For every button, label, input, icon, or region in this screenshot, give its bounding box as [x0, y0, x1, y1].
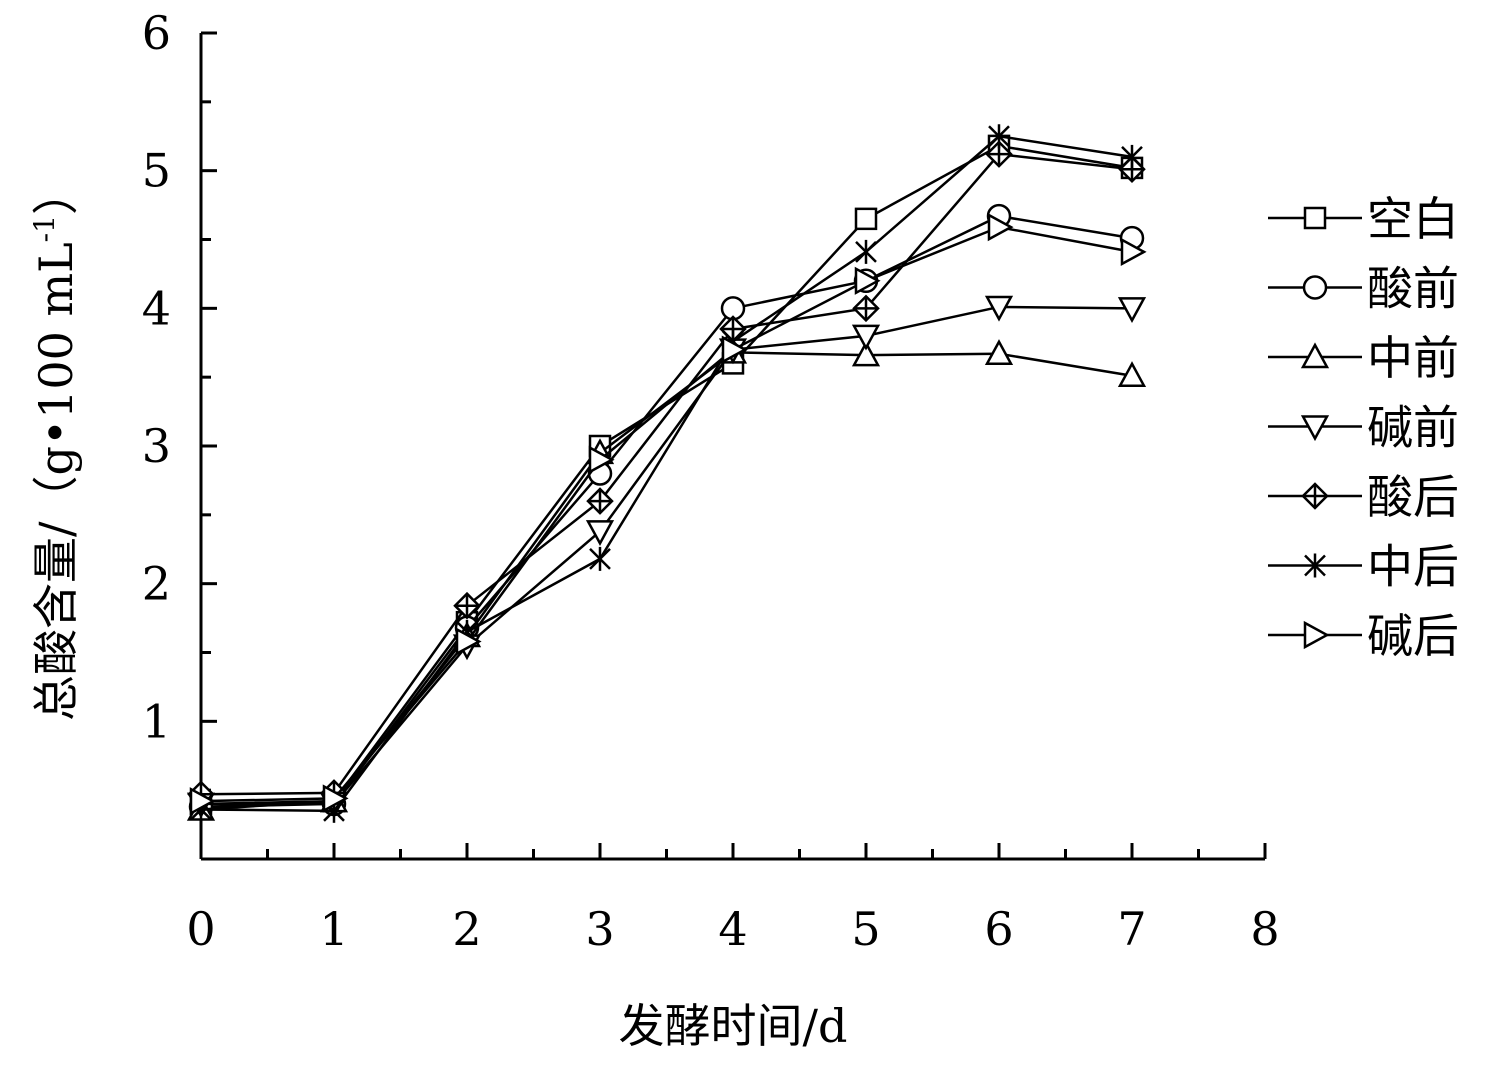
series-line [201, 305, 1133, 806]
legend-marker [1303, 206, 1327, 230]
y-tick-label: 1 [142, 694, 171, 748]
data-point [854, 266, 881, 295]
data-point [851, 324, 881, 351]
series-4 [186, 295, 1147, 819]
data-point [453, 591, 481, 620]
data-point [589, 546, 611, 571]
x-tick-label: 8 [1250, 902, 1279, 956]
legend-marker [1303, 620, 1330, 650]
y-tick-label: 3 [142, 419, 171, 473]
legend-item: 碱前 [1268, 401, 1459, 455]
data-point [851, 340, 881, 367]
series-7 [189, 213, 1147, 816]
legend-item: 酸后 [1268, 470, 1459, 524]
series-1 [189, 134, 1144, 816]
y-axis-title-main: 总酸含量/（g•100 mL [29, 242, 83, 721]
data-point [586, 487, 614, 515]
x-axis-title: 发酵时间/d [619, 999, 848, 1053]
data-point [1117, 297, 1147, 323]
y-axis-title: 总酸含量/（g•100 mL-1） [28, 169, 83, 721]
legend-label: 碱前 [1367, 401, 1459, 455]
x-tick-label: 1 [319, 902, 348, 956]
series-5 [187, 140, 1146, 809]
data-point [1121, 144, 1143, 169]
legend-label: 碱后 [1367, 609, 1459, 663]
data-point [984, 339, 1014, 366]
data-point [588, 445, 615, 474]
legend-item: 中前 [1268, 331, 1459, 385]
series-line [200, 134, 1133, 813]
data-point [988, 124, 1010, 149]
data-point [984, 295, 1014, 322]
data-point [585, 520, 615, 546]
axes: 1 2 3 4 5 6 0 1 2 3 4 5 6 7 8 [142, 6, 1280, 956]
legend-item: 中后 [1268, 540, 1459, 594]
y-axis-title-superscript: -1 [28, 215, 61, 242]
legend-label: 酸后 [1367, 470, 1459, 524]
legend-marker [1300, 342, 1330, 369]
data-point [854, 207, 878, 231]
legend-marker [1302, 275, 1328, 300]
legend-item: 空白 [1268, 192, 1459, 246]
data-point [985, 140, 1013, 168]
legend-marker [1300, 415, 1330, 442]
series-line [200, 144, 1133, 806]
legend-marker [1304, 553, 1326, 578]
series-line [200, 152, 1133, 796]
data-point [455, 627, 482, 656]
x-tick-label: 7 [1117, 902, 1146, 956]
y-axis-title-close: ） [29, 169, 83, 215]
x-tick-label: 3 [585, 902, 614, 956]
x-tick-label: 5 [851, 902, 880, 956]
y-tick-label: 5 [142, 144, 171, 198]
data-point [852, 294, 880, 323]
series-line [200, 225, 1133, 803]
legend-item: 碱后 [1268, 609, 1459, 663]
x-tick-label: 6 [984, 902, 1013, 956]
data-point [322, 784, 349, 813]
legend-item: 酸前 [1268, 262, 1459, 316]
y-tick-label: 4 [142, 281, 171, 335]
series-line [200, 351, 1133, 811]
legend-label: 酸前 [1367, 262, 1459, 316]
data-point [987, 213, 1014, 242]
legend-label: 空白 [1367, 192, 1459, 246]
data-point [721, 335, 748, 364]
x-tick-label: 2 [452, 902, 481, 956]
legend-label: 中前 [1367, 331, 1459, 385]
legend-marker [1301, 482, 1329, 510]
data-point [1120, 237, 1147, 266]
y-tick-label: 6 [142, 6, 171, 60]
legend-label: 中后 [1367, 540, 1459, 594]
series-layer [186, 124, 1147, 823]
y-tick-label: 2 [142, 557, 171, 611]
x-tick-label: 4 [718, 902, 747, 956]
data-point [189, 787, 216, 816]
x-tick-label: 0 [186, 902, 215, 956]
data-point [1117, 361, 1147, 388]
data-point [855, 239, 877, 264]
series-3 [186, 337, 1147, 821]
